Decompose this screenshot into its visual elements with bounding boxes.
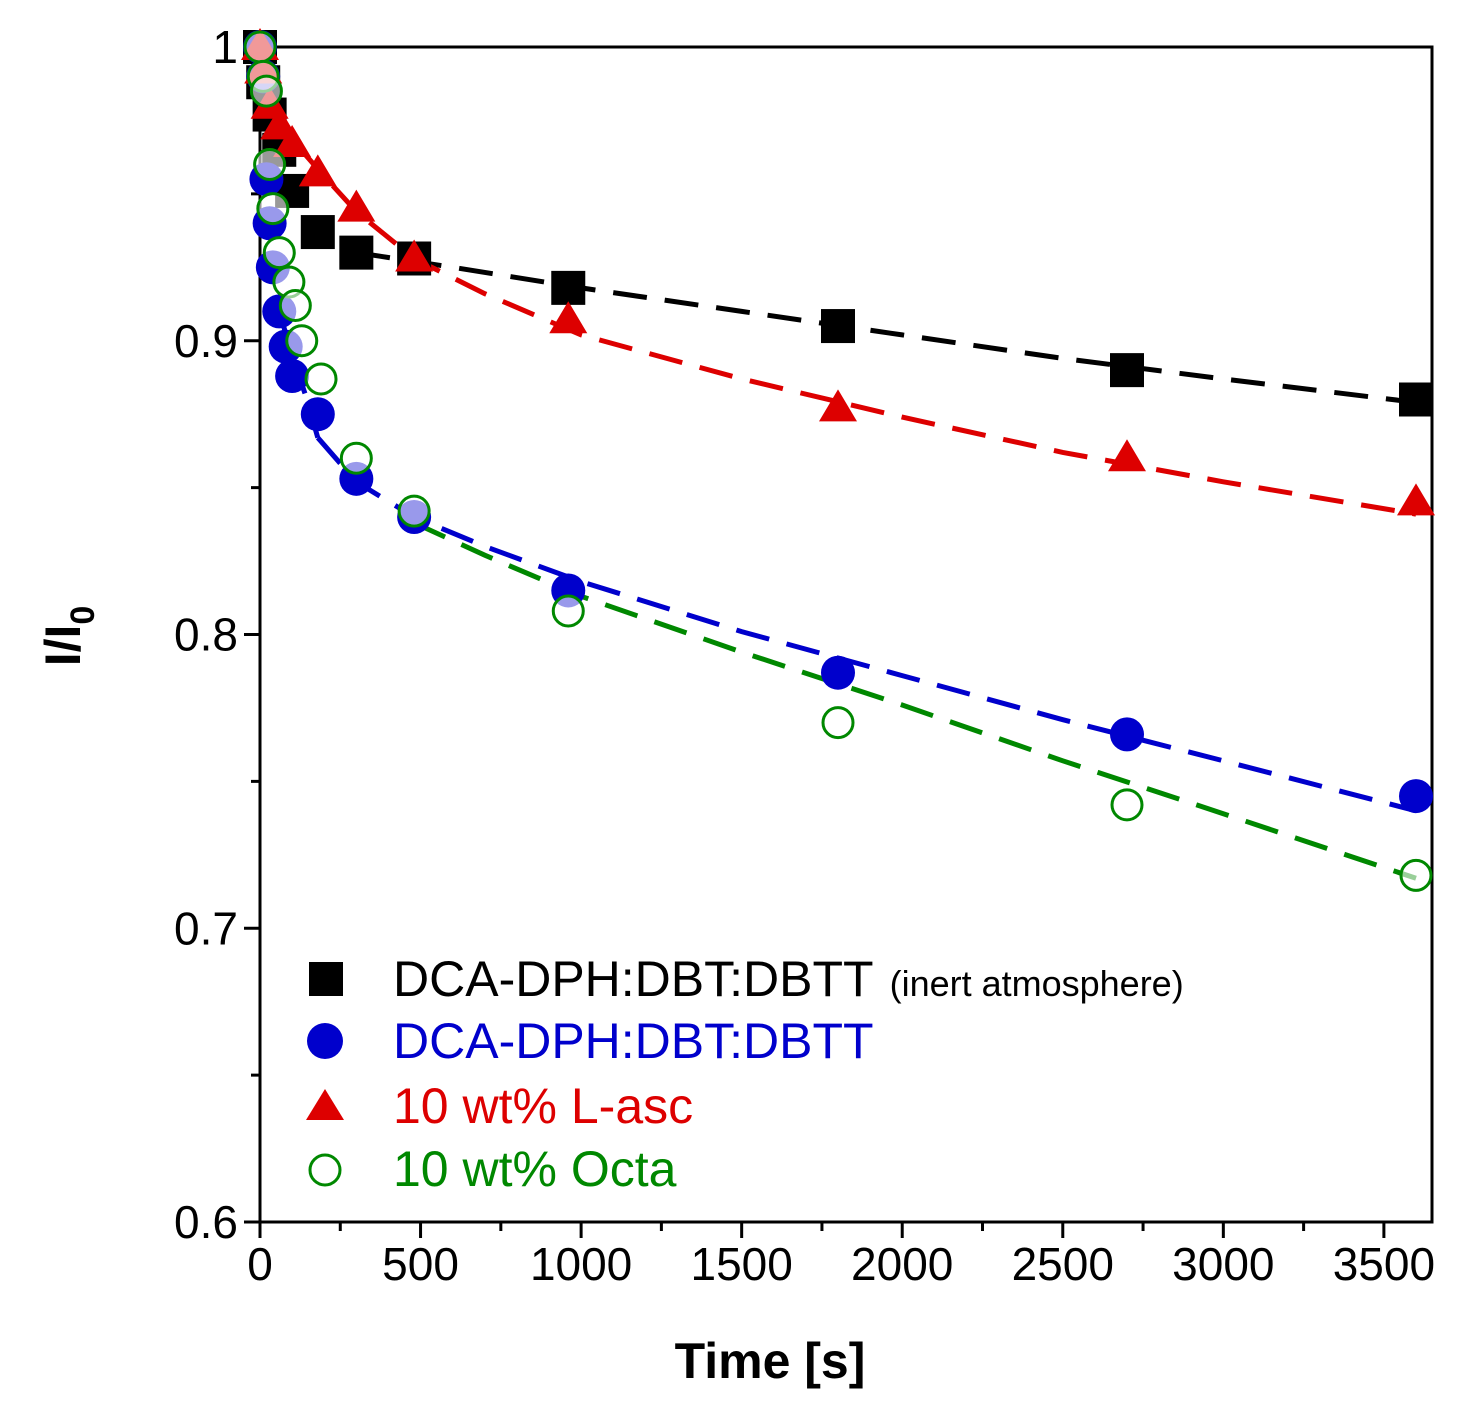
legend-label-inert: DCA-DPH:DBT:DBTT (inert atmosphere) <box>393 951 1184 1007</box>
data-point-series-3 <box>551 594 585 628</box>
legend-label-air: DCA-DPH:DBT:DBTT <box>393 1013 874 1069</box>
data-point-series-3 <box>304 362 338 396</box>
legend-marker-triangle <box>306 1089 344 1120</box>
data-point-series-3 <box>285 324 319 358</box>
x-tick-label: 1500 <box>690 1238 792 1290</box>
y-tick-label: 1 <box>212 21 238 73</box>
data-point-series-1 <box>300 397 335 432</box>
y-tick-label: 0.9 <box>174 315 238 367</box>
data-point-series-2 <box>1108 439 1146 472</box>
data-point-series-3 <box>278 289 312 322</box>
x-axis: 0 500 1000 1500 2000 2500 3000 3500 <box>247 1222 1435 1290</box>
data-point-series-1 <box>1110 717 1144 752</box>
fit-line-series-0 <box>355 250 1417 405</box>
legend-marker-circle <box>307 1023 343 1059</box>
legend-item-octa: 10 wt% Octa <box>308 1141 677 1197</box>
x-tick-label: 3000 <box>1172 1238 1274 1290</box>
legend-label-octa: 10 wt% Octa <box>393 1141 677 1197</box>
legend-item-lasc: 10 wt% L-asc <box>306 1078 693 1134</box>
data-points <box>241 28 1435 892</box>
data-point-series-3 <box>262 236 296 270</box>
svg-text:I/I0: I/I0 <box>35 606 102 667</box>
x-tick-label: 500 <box>382 1238 459 1290</box>
fit-line-series-1 <box>315 436 1417 814</box>
data-point-series-0 <box>551 270 586 305</box>
y-tick-label: 0.7 <box>174 902 238 954</box>
data-point-series-3 <box>249 74 283 108</box>
data-point-series-0 <box>1110 353 1144 388</box>
y-axis: 0.6 0.7 0.8 0.9 1 <box>174 21 260 1248</box>
y-axis-title-subscript: 0 <box>64 606 102 625</box>
y-axis-title: I/I0 <box>35 606 102 667</box>
legend-note-inert: (inert atmosphere) <box>890 963 1184 1004</box>
data-point-series-2 <box>298 154 337 187</box>
data-point-series-2 <box>273 124 312 157</box>
legend-label-lasc: 10 wt% L-asc <box>393 1078 693 1134</box>
y-axis-title-main: I/I <box>35 625 91 667</box>
data-point-series-3 <box>256 192 290 226</box>
x-tick-label: 3500 <box>1333 1238 1435 1290</box>
data-point-series-0 <box>1399 382 1433 417</box>
data-point-series-1 <box>1399 779 1433 814</box>
fit-lines <box>258 109 1417 881</box>
data-point-series-0 <box>821 309 855 344</box>
data-point-series-2 <box>395 239 434 272</box>
x-tick-label: 0 <box>247 1238 273 1290</box>
y-tick-label: 0.8 <box>174 609 238 661</box>
data-point-series-3 <box>1110 788 1144 822</box>
data-point-series-2 <box>549 301 588 334</box>
data-point-series-3 <box>243 30 277 64</box>
legend-marker-square <box>309 962 343 996</box>
legend-marker-open-circle <box>308 1153 342 1187</box>
data-point-series-2 <box>337 189 376 222</box>
data-point-series-3 <box>253 148 287 181</box>
fit-line-series-3 <box>413 520 1417 881</box>
data-point-series-0 <box>300 215 335 250</box>
legend-item-air: DCA-DPH:DBT:DBTT <box>307 1013 874 1069</box>
data-point-series-3 <box>339 441 373 475</box>
data-point-series-3 <box>1399 858 1433 892</box>
data-point-series-3 <box>397 494 431 528</box>
x-tick-label: 1000 <box>530 1238 632 1290</box>
legend-item-inert: DCA-DPH:DBT:DBTT (inert atmosphere) <box>309 951 1184 1007</box>
x-tick-label: 2500 <box>1012 1238 1114 1290</box>
data-point-series-0 <box>339 235 374 270</box>
y-tick-label: 0.6 <box>174 1196 238 1248</box>
x-axis-title: Time [s] <box>675 1333 866 1389</box>
x-tick-label: 2000 <box>851 1238 953 1290</box>
data-point-series-1 <box>275 359 310 393</box>
legend: DCA-DPH:DBT:DBTT (inert atmosphere) DCA-D… <box>306 951 1184 1197</box>
data-point-series-2 <box>819 389 857 422</box>
data-point-series-2 <box>1397 483 1435 516</box>
data-point-series-1 <box>821 655 855 690</box>
data-point-series-3 <box>821 706 855 740</box>
